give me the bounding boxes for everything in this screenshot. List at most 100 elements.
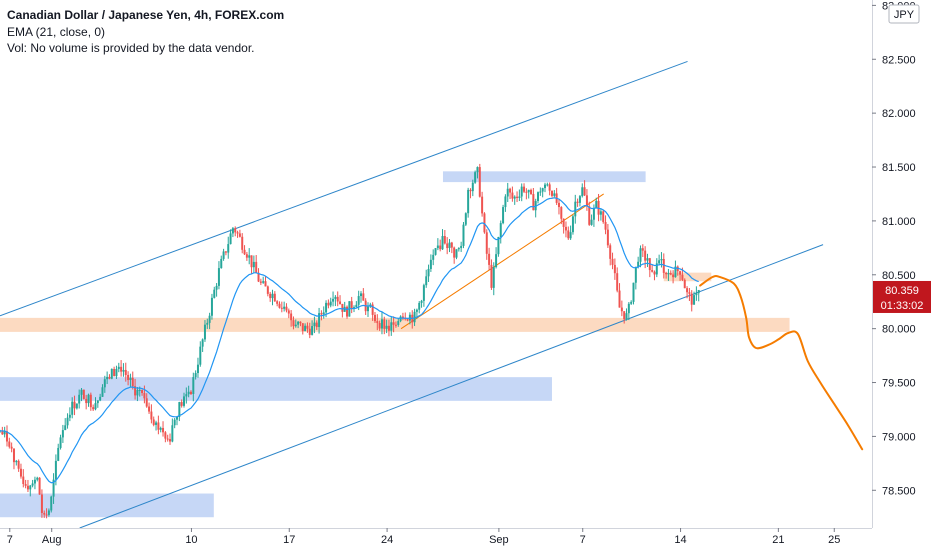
candle[interactable] bbox=[511, 186, 514, 202]
candle[interactable] bbox=[178, 401, 181, 422]
candle[interactable] bbox=[280, 301, 283, 313]
candle[interactable] bbox=[176, 416, 179, 426]
candle[interactable] bbox=[136, 386, 139, 402]
candle[interactable] bbox=[429, 254, 432, 272]
candle[interactable] bbox=[644, 246, 647, 269]
candle[interactable] bbox=[308, 322, 311, 339]
candle[interactable] bbox=[164, 431, 167, 443]
candle[interactable] bbox=[606, 223, 609, 248]
candle[interactable] bbox=[250, 255, 253, 274]
candle[interactable] bbox=[248, 248, 251, 265]
candle[interactable] bbox=[241, 233, 244, 254]
candle[interactable] bbox=[427, 264, 430, 282]
candle[interactable] bbox=[94, 397, 97, 411]
candle[interactable] bbox=[229, 229, 232, 245]
candle[interactable] bbox=[75, 403, 78, 410]
candle[interactable] bbox=[203, 320, 206, 342]
candle[interactable] bbox=[585, 189, 588, 211]
forecast-path[interactable] bbox=[699, 275, 864, 451]
candle[interactable] bbox=[255, 255, 258, 273]
candle[interactable] bbox=[483, 212, 486, 234]
candle[interactable] bbox=[311, 320, 314, 336]
candle[interactable] bbox=[103, 375, 106, 393]
candle[interactable] bbox=[276, 300, 279, 307]
candle[interactable] bbox=[19, 463, 22, 479]
candle[interactable] bbox=[187, 385, 190, 398]
candle[interactable] bbox=[576, 198, 579, 207]
candle[interactable] bbox=[669, 270, 672, 276]
candle[interactable] bbox=[502, 204, 505, 225]
candle[interactable] bbox=[269, 291, 272, 302]
candle[interactable] bbox=[604, 215, 607, 235]
candle[interactable] bbox=[399, 315, 402, 323]
candle[interactable] bbox=[3, 426, 6, 438]
candle[interactable] bbox=[285, 303, 288, 313]
candle[interactable] bbox=[509, 187, 512, 200]
candle[interactable] bbox=[17, 459, 20, 472]
candle[interactable] bbox=[73, 395, 76, 416]
candle[interactable] bbox=[236, 230, 239, 238]
candle[interactable] bbox=[583, 180, 586, 197]
candle[interactable] bbox=[294, 319, 297, 328]
candle[interactable] bbox=[108, 374, 111, 380]
candle[interactable] bbox=[448, 239, 451, 253]
candle[interactable] bbox=[322, 306, 325, 319]
candle[interactable] bbox=[101, 384, 104, 397]
candle[interactable] bbox=[634, 266, 637, 290]
candle[interactable] bbox=[422, 283, 425, 307]
candle[interactable] bbox=[169, 433, 172, 445]
candle[interactable] bbox=[530, 188, 533, 195]
candle[interactable] bbox=[394, 321, 397, 328]
candle[interactable] bbox=[660, 252, 663, 268]
candle[interactable] bbox=[504, 194, 507, 212]
candle[interactable] bbox=[329, 297, 332, 308]
candle[interactable] bbox=[564, 221, 567, 238]
candle[interactable] bbox=[38, 477, 41, 495]
candle[interactable] bbox=[50, 495, 53, 513]
candle[interactable] bbox=[616, 267, 619, 293]
candle[interactable] bbox=[89, 392, 92, 411]
candle[interactable] bbox=[401, 312, 404, 321]
candle[interactable] bbox=[82, 389, 85, 400]
candle[interactable] bbox=[376, 314, 379, 331]
candle[interactable] bbox=[595, 197, 598, 209]
candle[interactable] bbox=[632, 282, 635, 305]
candle[interactable] bbox=[243, 245, 246, 256]
candle[interactable] bbox=[397, 318, 400, 327]
candle[interactable] bbox=[623, 311, 626, 324]
candle[interactable] bbox=[96, 400, 99, 408]
candle[interactable] bbox=[380, 311, 383, 335]
candle[interactable] bbox=[478, 163, 481, 198]
candle[interactable] bbox=[22, 469, 25, 488]
candle[interactable] bbox=[127, 371, 130, 386]
candle[interactable] bbox=[481, 191, 484, 217]
candle[interactable] bbox=[271, 289, 274, 306]
candle[interactable] bbox=[124, 362, 127, 382]
candle[interactable] bbox=[674, 260, 677, 278]
candle[interactable] bbox=[78, 389, 81, 409]
candle[interactable] bbox=[15, 459, 18, 466]
candle[interactable] bbox=[166, 434, 169, 442]
short-trendline[interactable] bbox=[400, 193, 604, 330]
candle[interactable] bbox=[697, 289, 700, 302]
candle[interactable] bbox=[215, 283, 218, 297]
candle[interactable] bbox=[588, 201, 591, 226]
candle[interactable] bbox=[150, 404, 153, 424]
candle[interactable] bbox=[283, 301, 286, 312]
candle[interactable] bbox=[155, 420, 158, 431]
candle[interactable] bbox=[306, 322, 309, 333]
candle[interactable] bbox=[257, 268, 260, 283]
candle[interactable] bbox=[371, 302, 374, 321]
candle[interactable] bbox=[618, 283, 621, 308]
candle[interactable] bbox=[210, 293, 213, 320]
currency-badge[interactable]: JPY bbox=[888, 4, 920, 24]
candle[interactable] bbox=[373, 311, 376, 324]
candle[interactable] bbox=[453, 246, 456, 264]
resistance-zone-blue-top[interactable] bbox=[442, 171, 646, 183]
candle[interactable] bbox=[343, 301, 346, 312]
candle[interactable] bbox=[148, 402, 151, 414]
candle[interactable] bbox=[446, 237, 449, 255]
candle[interactable] bbox=[115, 365, 118, 380]
